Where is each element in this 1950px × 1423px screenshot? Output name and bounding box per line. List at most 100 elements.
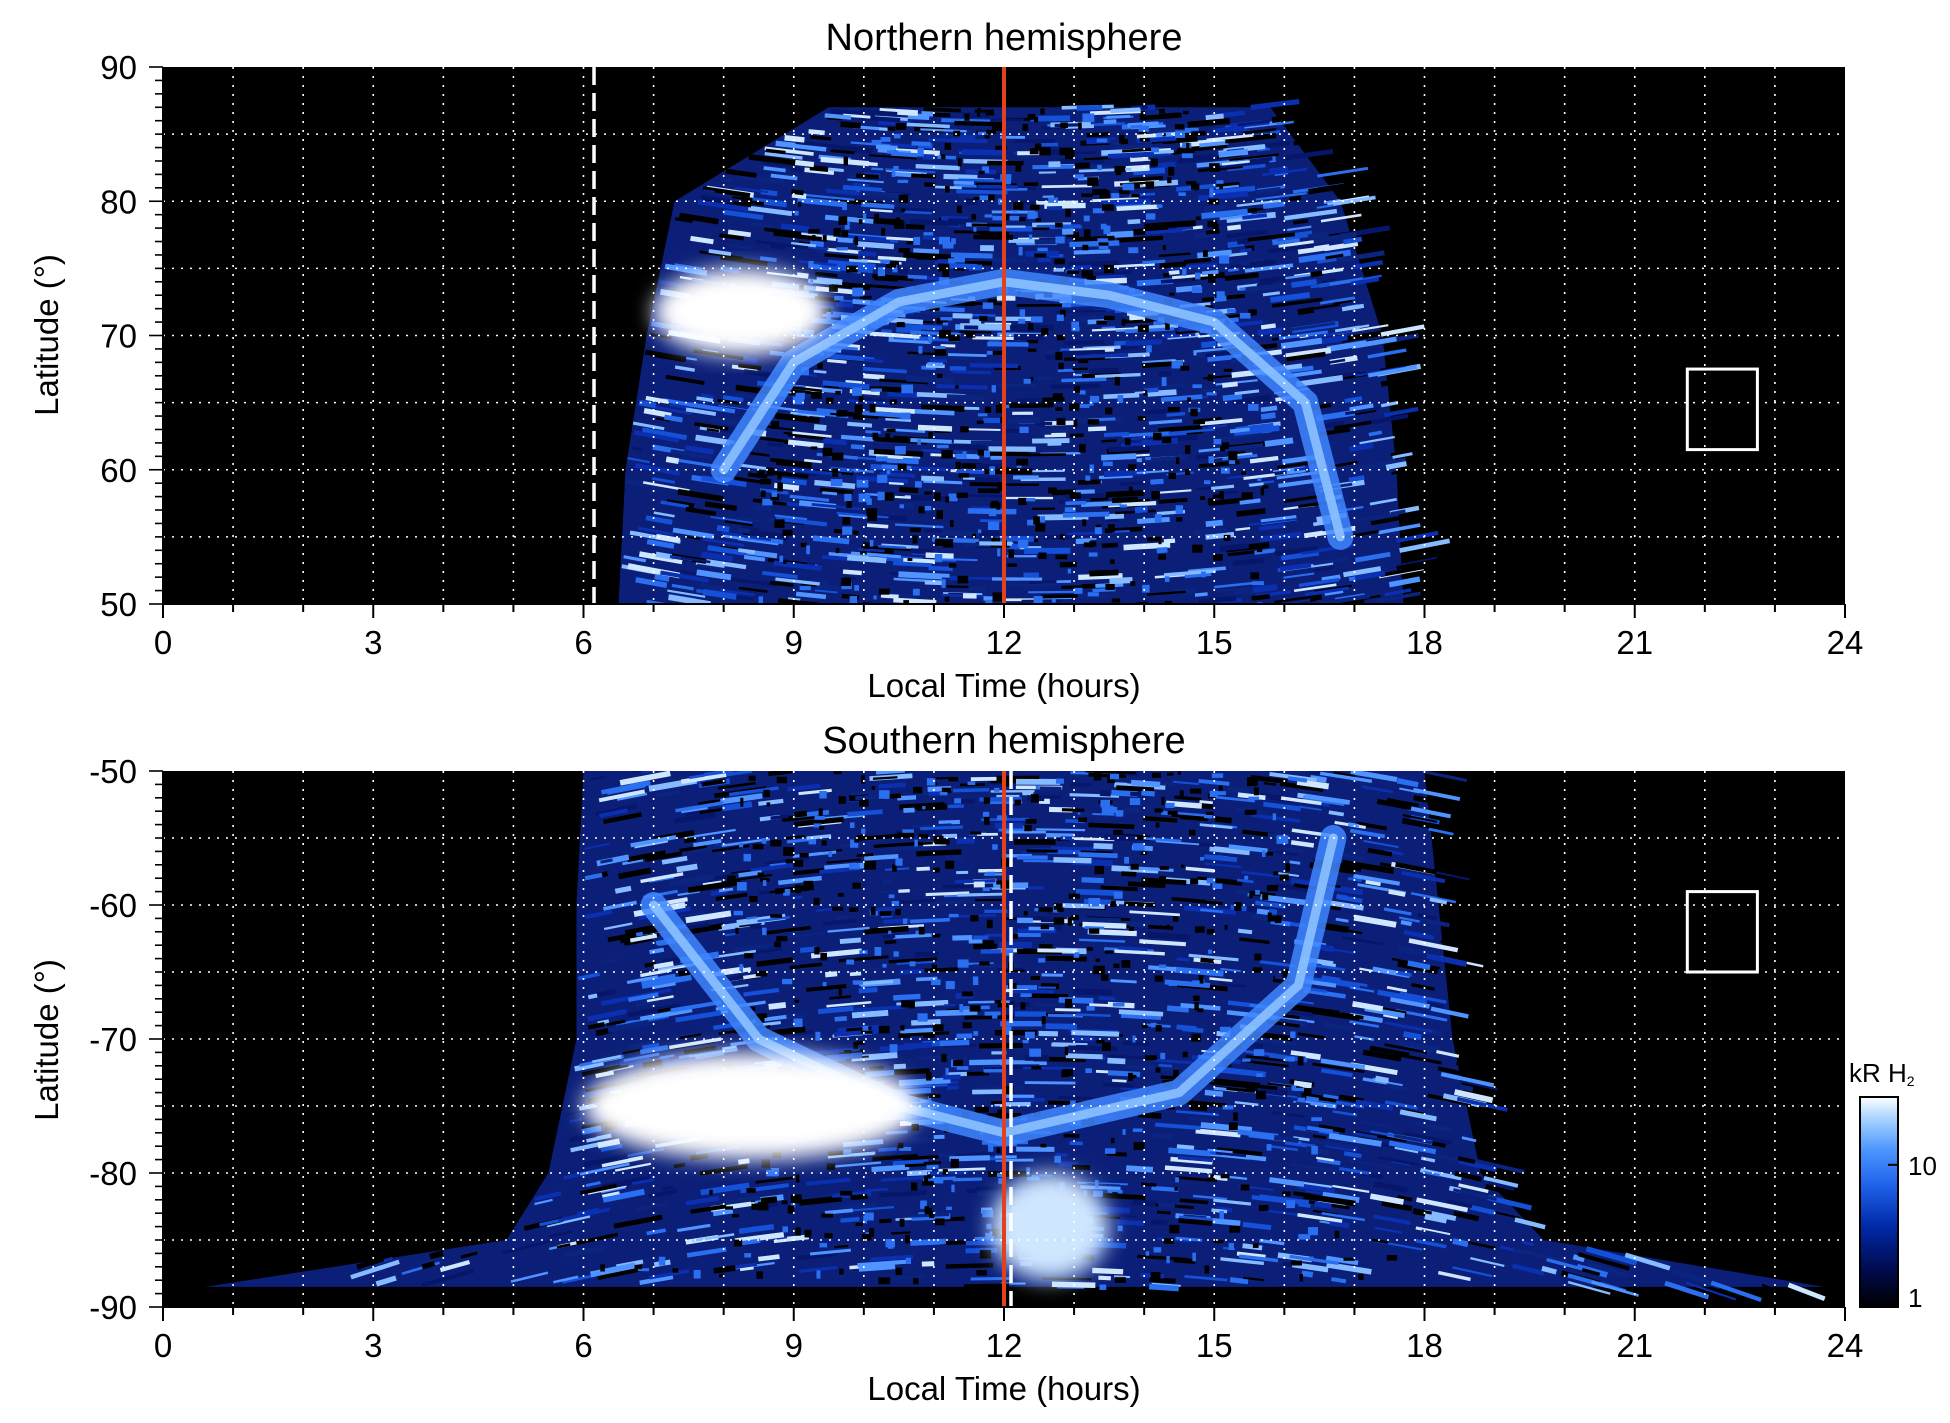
emission-streak bbox=[1391, 450, 1413, 459]
emission-streak bbox=[1368, 430, 1383, 437]
emission-streak bbox=[798, 1195, 843, 1206]
emission-patch bbox=[854, 404, 863, 413]
emission-streak bbox=[739, 463, 767, 470]
emission-patch bbox=[896, 322, 905, 328]
emission-patch bbox=[1190, 788, 1202, 794]
emission-patch bbox=[936, 317, 948, 324]
emission-patch bbox=[785, 859, 794, 863]
emission-patch bbox=[1079, 443, 1086, 453]
emission-streak bbox=[1320, 593, 1371, 604]
emission-streak bbox=[1079, 850, 1113, 855]
emission-streak bbox=[938, 819, 960, 825]
emission-streak bbox=[700, 551, 734, 562]
emission-streak bbox=[1430, 870, 1470, 881]
emission-streak bbox=[710, 515, 753, 524]
emission-patch bbox=[1207, 220, 1218, 228]
emission-patch bbox=[1096, 320, 1108, 325]
emission-streak bbox=[1200, 1122, 1253, 1133]
emission-streak bbox=[827, 926, 870, 933]
emission-streak bbox=[1541, 1265, 1557, 1275]
emission-streak bbox=[595, 804, 637, 817]
emission-streak bbox=[1243, 1276, 1265, 1282]
emission-streak bbox=[607, 931, 641, 943]
emission-patch bbox=[1131, 193, 1140, 198]
emission-patch bbox=[1298, 1234, 1311, 1240]
emission-streak bbox=[639, 1274, 674, 1286]
emission-patch bbox=[783, 847, 795, 856]
emission-streak bbox=[924, 580, 945, 586]
emission-streak bbox=[880, 593, 899, 599]
emission-streak bbox=[1187, 1116, 1222, 1123]
emission-patch bbox=[946, 1206, 952, 1211]
emission-patch bbox=[1208, 456, 1215, 464]
emission-patch bbox=[1155, 1025, 1162, 1032]
emission-patch bbox=[1055, 222, 1063, 228]
emission-streak bbox=[1354, 551, 1391, 563]
emission-patch bbox=[1030, 975, 1041, 980]
emission-streak bbox=[1280, 337, 1323, 350]
emission-streak bbox=[790, 411, 826, 418]
emission-patch bbox=[1028, 323, 1034, 331]
emission-streak bbox=[1049, 225, 1082, 230]
emission-patch bbox=[936, 373, 943, 378]
emission-patch bbox=[900, 412, 911, 420]
emission-streak bbox=[1308, 183, 1349, 195]
emission-streak bbox=[935, 1009, 978, 1017]
emission-patch bbox=[958, 473, 970, 478]
emission-streak bbox=[1143, 837, 1182, 843]
emission-streak bbox=[1041, 184, 1092, 189]
emission-streak bbox=[1219, 982, 1247, 988]
emission-streak bbox=[717, 781, 756, 790]
emission-patch bbox=[1175, 457, 1180, 465]
emission-streak bbox=[1332, 1184, 1370, 1193]
emission-streak bbox=[1170, 1156, 1213, 1165]
emission-patch bbox=[1071, 914, 1079, 921]
emission-streak bbox=[1158, 1063, 1173, 1068]
emission-patch bbox=[732, 1214, 740, 1218]
emission-streak bbox=[1237, 1129, 1279, 1139]
emission-streak bbox=[768, 771, 793, 777]
emission-streak bbox=[644, 349, 687, 362]
emission-patch bbox=[1110, 1137, 1115, 1144]
emission-streak bbox=[879, 1218, 892, 1224]
emission-streak bbox=[1264, 437, 1294, 447]
emission-streak bbox=[1258, 275, 1286, 284]
emission-patch bbox=[987, 299, 997, 306]
emission-streak bbox=[1369, 1193, 1404, 1205]
emission-streak bbox=[939, 557, 978, 562]
emission-patch bbox=[983, 797, 991, 804]
emission-patch bbox=[948, 493, 958, 502]
emission-streak bbox=[1236, 508, 1266, 517]
emission-patch bbox=[1285, 863, 1290, 872]
emission-patch bbox=[821, 840, 827, 846]
emission-patch bbox=[931, 964, 937, 973]
emission-patch bbox=[922, 806, 926, 810]
emission-streak bbox=[1163, 538, 1176, 544]
emission-patch bbox=[1184, 445, 1191, 454]
emission-streak bbox=[1213, 795, 1255, 803]
emission-streak bbox=[1259, 1194, 1310, 1206]
emission-patch bbox=[941, 1053, 947, 1062]
emission-patch bbox=[957, 157, 962, 167]
emission-streak bbox=[1158, 1202, 1176, 1209]
emission-patch bbox=[1099, 1284, 1107, 1290]
emission-patch bbox=[744, 953, 754, 959]
bright-emission-region bbox=[989, 1173, 1110, 1281]
emission-streak bbox=[880, 1176, 926, 1182]
emission-patch bbox=[1188, 829, 1196, 836]
emission-patch bbox=[1027, 348, 1037, 352]
emission-streak bbox=[942, 883, 994, 889]
emission-patch bbox=[931, 979, 941, 986]
emission-streak bbox=[683, 1045, 717, 1055]
emission-streak bbox=[740, 1238, 761, 1246]
emission-patch bbox=[770, 420, 780, 429]
emission-streak bbox=[916, 849, 962, 857]
emission-patch bbox=[1137, 416, 1146, 421]
x-tick-label: 15 bbox=[1196, 1327, 1233, 1364]
emission-patch bbox=[1041, 328, 1049, 336]
emission-streak bbox=[685, 506, 717, 517]
emission-streak bbox=[649, 332, 672, 340]
emission-streak bbox=[1084, 925, 1105, 930]
emission-patch bbox=[934, 492, 941, 501]
emission-streak bbox=[1151, 1282, 1181, 1287]
